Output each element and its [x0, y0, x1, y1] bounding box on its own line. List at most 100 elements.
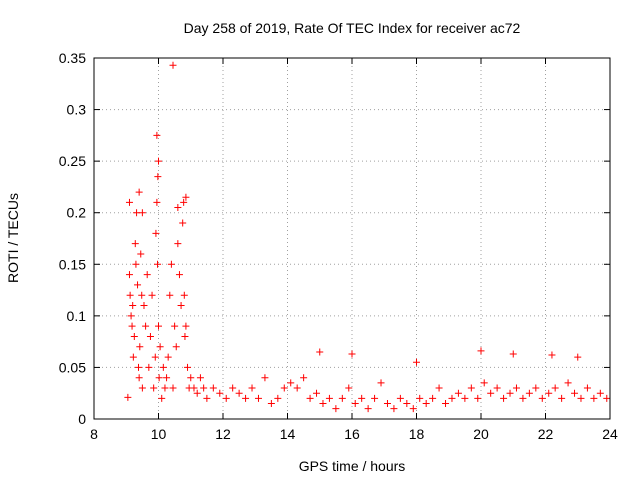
x-tick-label: 10 [151, 426, 167, 442]
data-point [545, 389, 553, 397]
data-point [500, 394, 508, 402]
data-point [146, 332, 154, 340]
data-point [267, 400, 275, 408]
data-point [313, 389, 321, 397]
data-point [138, 209, 146, 217]
data-point [179, 219, 187, 227]
data-point [461, 394, 469, 402]
data-point [131, 240, 139, 248]
data-point [135, 363, 143, 371]
data-point [180, 291, 188, 299]
tick-layer [93, 57, 611, 420]
data-point [126, 291, 134, 299]
data-point [532, 384, 540, 392]
data-point [130, 332, 138, 340]
x-tick-label: 18 [409, 426, 425, 442]
data-point [177, 302, 185, 310]
data-point [216, 389, 224, 397]
data-point [229, 384, 237, 392]
data-point [154, 260, 162, 268]
data-point [155, 157, 162, 165]
data-point [467, 384, 475, 392]
data-point [125, 198, 133, 206]
data-point [200, 384, 208, 392]
data-point [129, 353, 137, 361]
data-point [235, 389, 243, 397]
data-point [390, 405, 398, 413]
y-axis-label: ROTI / TECUs [5, 193, 21, 283]
data-point [166, 291, 174, 299]
data-point [442, 400, 450, 408]
data-point [161, 384, 169, 392]
chart-title: Day 258 of 2019, Rate Of TEC Index for r… [184, 20, 521, 36]
data-point [142, 322, 150, 330]
data-point [429, 394, 437, 402]
data-point [596, 389, 604, 397]
data-point [538, 394, 546, 402]
data-point [506, 389, 514, 397]
data-point [172, 343, 180, 351]
y-tick-label: 0 [78, 411, 86, 427]
y-tick-label: 0.25 [59, 153, 86, 169]
data-point [577, 394, 585, 402]
data-point [184, 363, 192, 371]
data-point [150, 384, 158, 392]
data-point [571, 389, 579, 397]
data-point [159, 363, 167, 371]
data-point [348, 350, 356, 358]
data-point [338, 394, 346, 402]
data-point [377, 379, 385, 387]
data-point [345, 384, 353, 392]
data-point [474, 394, 482, 402]
data-point [145, 363, 153, 371]
data-point [287, 379, 295, 387]
data-point [383, 400, 391, 408]
data-point [181, 332, 189, 340]
data-point [124, 393, 132, 401]
data-point [175, 271, 183, 279]
data-point [196, 374, 204, 382]
x-tick-label: 20 [473, 426, 489, 442]
data-point [164, 353, 172, 361]
data-point [519, 394, 527, 402]
data-point [167, 260, 175, 268]
data-point [182, 322, 190, 330]
data-point [254, 394, 262, 402]
x-tick-label: 12 [215, 426, 231, 442]
data-point [135, 374, 143, 382]
data-point [187, 374, 195, 382]
data-point [574, 353, 582, 361]
data-point [155, 322, 162, 330]
data-point [140, 302, 148, 310]
data-point [148, 291, 156, 299]
data-point [129, 302, 137, 310]
data-point [153, 198, 161, 206]
data-point [280, 384, 288, 392]
data-point [293, 384, 301, 392]
data-point [351, 400, 359, 408]
data-point [174, 204, 182, 212]
data-point [151, 353, 159, 361]
data-point [138, 291, 146, 299]
data-point [154, 173, 162, 181]
data-point [137, 250, 145, 258]
data-point [480, 379, 488, 387]
data-point [300, 374, 308, 382]
data-point [332, 405, 340, 413]
data-point [134, 281, 142, 289]
data-point [169, 384, 177, 392]
data-point [413, 358, 420, 366]
label-layer: 8 10 12 14 16 18 20 22 24 0 0.05 0.1 0.15 0.2 0.25 0.3 0… [59, 50, 618, 442]
x-tick-label: 14 [280, 426, 296, 442]
data-point [564, 379, 572, 387]
data-point [316, 348, 324, 356]
data-point [487, 389, 495, 397]
data-point [548, 351, 556, 359]
data-point [590, 394, 598, 402]
data-point [169, 61, 177, 69]
data-point [261, 374, 269, 382]
data-point [143, 271, 151, 279]
